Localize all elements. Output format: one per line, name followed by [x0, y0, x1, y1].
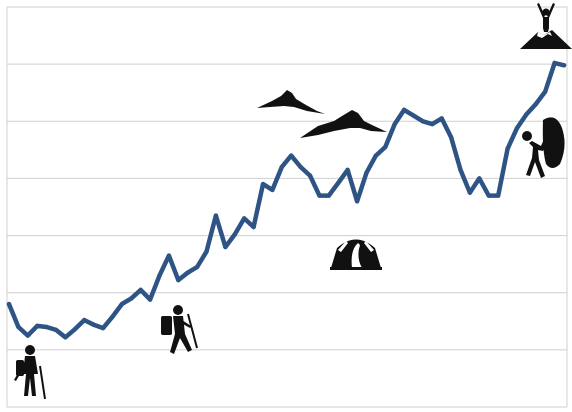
data-point-38: [364, 170, 369, 175]
data-point-8: [82, 317, 87, 323]
data-point-9: [91, 322, 96, 327]
data-point-56: [533, 101, 538, 107]
data-point-50: [477, 176, 482, 181]
data-point-25: [242, 216, 247, 221]
data-point-54: [514, 125, 520, 131]
data-point-1: [16, 324, 21, 330]
data-point-7: [72, 327, 78, 332]
data-point-35: [336, 180, 341, 186]
mountain-range-icon: [257, 90, 387, 138]
data-point-14: [138, 287, 143, 293]
data-points: [6, 60, 567, 340]
data-point-32: [307, 173, 313, 178]
data-point-20: [194, 264, 200, 270]
data-point-58: [552, 60, 557, 66]
data-point-3: [35, 323, 40, 329]
data-point-55: [524, 112, 529, 117]
data-point-57: [543, 89, 548, 94]
data-point-18: [176, 277, 181, 283]
data-point-15: [147, 297, 153, 302]
data-point-53: [505, 146, 510, 151]
summit-celebration-icon: [520, 3, 572, 49]
data-point-34: [326, 193, 331, 198]
data-point-51: [486, 193, 491, 198]
data-point-27: [260, 181, 266, 187]
rock-climber-icon: [522, 117, 565, 178]
data-point-12: [119, 301, 125, 307]
data-point-2: [25, 333, 30, 338]
data-point-45: [430, 121, 435, 127]
data-point-36: [345, 167, 350, 173]
tent-icon: [330, 239, 382, 270]
data-point-33: [317, 193, 322, 198]
hiker-with-trekking-poles-icon: [14, 345, 46, 400]
data-point-47: [448, 135, 454, 140]
gridlines: [7, 6, 567, 408]
data-point-29: [279, 164, 284, 170]
data-point-49: [467, 190, 473, 195]
data-point-44: [420, 119, 426, 124]
data-point-13: [129, 296, 134, 301]
data-point-41: [392, 121, 397, 127]
plot-frame: [6, 7, 568, 407]
data-point-52: [496, 193, 501, 198]
data-point-16: [157, 273, 162, 278]
data-point-24: [232, 232, 237, 237]
data-point-43: [411, 113, 416, 118]
data-point-19: [185, 270, 190, 275]
data-point-59: [561, 63, 567, 68]
data-point-5: [53, 327, 59, 333]
data-point-37: [354, 199, 360, 204]
data-point-31: [298, 164, 303, 170]
hiker-with-backpack-icon: [161, 305, 198, 354]
data-point-26: [251, 224, 256, 230]
data-point-28: [270, 187, 275, 193]
data-point-23: [223, 244, 228, 250]
data-point-4: [44, 324, 49, 330]
data-point-39: [373, 153, 379, 158]
data-point-17: [166, 253, 172, 258]
data-point-48: [458, 167, 463, 173]
data-point-42: [401, 107, 407, 113]
data-point-40: [383, 144, 388, 150]
data-point-6: [63, 335, 68, 340]
data-point-0: [6, 301, 12, 307]
data-point-21: [204, 249, 209, 254]
data-point-10: [100, 325, 106, 331]
data-point-30: [289, 153, 294, 158]
data-point-11: [110, 314, 115, 319]
data-point-46: [439, 116, 444, 121]
data-point-22: [213, 213, 219, 218]
